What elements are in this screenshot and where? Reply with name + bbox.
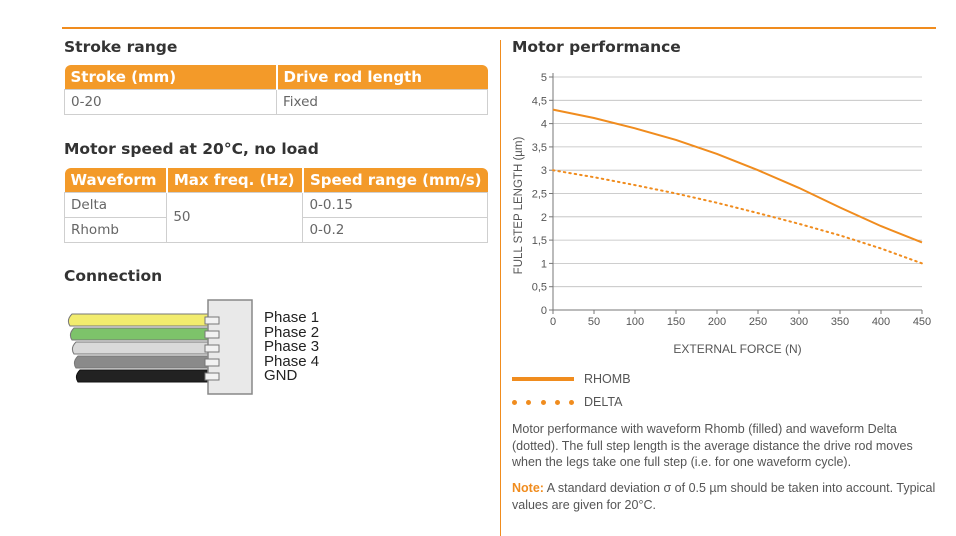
table-cell-waveform: Rhomb <box>63 216 168 243</box>
table-header: Waveform <box>64 168 168 192</box>
legend-delta: DELTA <box>512 395 622 409</box>
wire-label-phase-3: Phase 3 <box>264 338 320 356</box>
x-tick-label: 250 <box>749 316 767 328</box>
x-tick-label: 300 <box>790 316 808 328</box>
legend-dotted-line <box>512 399 574 405</box>
table-header-row: Stroke (mm) Drive rod length <box>64 65 488 89</box>
y-tick-label: 0 <box>541 305 547 317</box>
y-tick-label: 0,5 <box>532 282 547 294</box>
table-row: 0-20 Fixed <box>64 88 488 115</box>
phase-labels: Phase 1 Phase 2 Phase 3 Phase 4 GND <box>264 309 320 385</box>
connector-pin <box>204 358 220 367</box>
wire-label-phase-1: Phase 1 <box>264 309 320 326</box>
y-tick-label: 5 <box>541 72 547 84</box>
connection-title: Connection <box>64 267 163 285</box>
legend-solid-line <box>512 377 574 381</box>
legend-rhomb: RHOMB <box>512 372 631 386</box>
table-cell-waveform: Delta <box>63 191 168 218</box>
wire-phase-2 <box>69 327 211 341</box>
y-axis-label: FULL STEP LENGTH (µm) <box>513 137 525 275</box>
performance-description: Motor performance with waveform Rhomb (f… <box>512 422 913 469</box>
table-header-row: Waveform Max freq. (Hz) Speed range (mm/… <box>64 168 488 192</box>
top-rule <box>62 27 936 29</box>
connector-pin <box>204 372 220 381</box>
motor-speed-title: Motor speed at 20°C, no load <box>64 140 319 158</box>
table-header: Speed range (mm/s) <box>302 168 488 192</box>
table-cell-max-freq: 50 <box>166 191 304 243</box>
wire-phase-4 <box>73 355 211 369</box>
table-row: Delta 50 0-0.15 <box>63 191 488 243</box>
wire-label-phase-4: Phase 4 <box>264 352 320 370</box>
stroke-range-title: Stroke range <box>64 38 178 56</box>
y-tick-label: 1 <box>541 258 547 270</box>
connector-pin <box>204 316 220 325</box>
table-cell-speed: 0-0.15 <box>302 191 488 218</box>
x-axis-label: EXTERNAL FORCE (N) <box>673 342 801 356</box>
y-tick-label: 3 <box>541 165 547 177</box>
legend-label-rhomb: RHOMB <box>584 372 631 386</box>
x-tick-label: 400 <box>872 316 890 328</box>
legend-label-delta: DELTA <box>584 395 623 409</box>
note-label: Note: <box>512 481 544 495</box>
performance-note: Note: A standard deviation σ of 0.5 µm s… <box>512 480 942 513</box>
y-tick-label: 4 <box>541 119 547 131</box>
motor-performance-chart: 00,511,522,533,544,550 50 100 150 200 250 300 3… <box>513 72 931 356</box>
x-tick-label: 200 <box>708 316 726 328</box>
x-tick-label: 0 <box>550 316 556 328</box>
y-tick-label: 2 <box>541 212 547 224</box>
table-header: Drive rod length <box>276 65 488 89</box>
x-tick-label: 150 <box>667 316 685 328</box>
x-tick-label: 100 <box>626 316 644 328</box>
y-tick-label: 4,5 <box>532 95 547 107</box>
motor-performance-title: Motor performance <box>512 38 681 56</box>
stroke-range-table: Stroke (mm) Drive rod length 0-20 Fixed <box>64 65 488 115</box>
series-line-rhomb <box>552 108 923 244</box>
wire-phase-1 <box>67 313 211 327</box>
table-cell-speed: 0-0.2 <box>302 216 488 243</box>
wire-label-gnd: GND <box>264 367 298 385</box>
x-tick-label: 50 <box>588 316 600 328</box>
motor-speed-table: Waveform Max freq. (Hz) Speed range (mm/… <box>63 168 488 243</box>
table-row: Rhomb 0-0.2 <box>63 216 488 243</box>
x-tick-label: 350 <box>831 316 849 328</box>
table-header: Stroke (mm) <box>64 65 278 89</box>
column-divider <box>500 40 501 536</box>
table-cell: 0-20 <box>64 88 277 115</box>
table-header: Max freq. (Hz) <box>166 168 304 192</box>
connector-wires-illustration <box>67 299 253 395</box>
connector-pin <box>204 344 220 353</box>
y-tick-label: 3,5 <box>532 142 547 154</box>
wire-label-phase-2: Phase 2 <box>264 323 320 341</box>
wire-phase-3 <box>71 341 211 355</box>
y-tick-label: 2,5 <box>532 189 547 201</box>
x-tick-label: 450 <box>913 316 931 328</box>
connector-pin <box>204 330 220 339</box>
series-line-delta <box>552 169 923 265</box>
wire-gnd <box>75 369 211 383</box>
table-cell: Fixed <box>276 88 488 115</box>
note-text: A standard deviation σ of 0.5 µm should … <box>512 481 936 512</box>
y-tick-label: 1,5 <box>532 235 547 247</box>
